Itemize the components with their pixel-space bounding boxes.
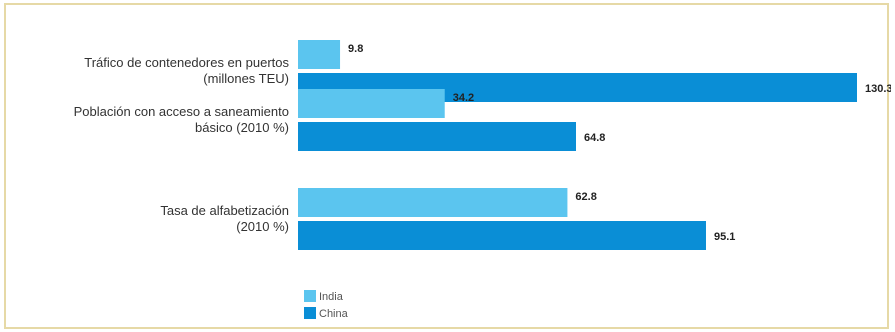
legend-swatch-india (304, 290, 316, 302)
value-label-china-2: 64.8 (584, 132, 605, 144)
chart-frame: Tráfico de contenedores en puertos (millo… (4, 3, 891, 329)
category-label-line: (millones TEU) (203, 71, 289, 86)
category-label-3: Tasa de alfabetización (2010 %) (160, 203, 289, 234)
category-label-2: Población con acceso a saneamiento básico… (74, 104, 289, 135)
value-label-china-1: 130.3 (865, 83, 891, 95)
category-label-1: Tráfico de contenedores en puertos (millo… (84, 55, 289, 86)
bar-india-1 (298, 40, 341, 69)
category-label-line: (2010 %) (236, 219, 289, 234)
category-label-line: Tasa de alfabetización (160, 203, 289, 218)
bar-china-3 (298, 221, 706, 250)
value-label-india-2: 34.2 (453, 92, 474, 104)
category-label-line: Población con acceso a saneamiento (74, 104, 289, 119)
category-label-line: básico (2010 %) (195, 120, 289, 135)
value-label-india-1: 9.8 (348, 43, 363, 55)
value-label-india-3: 62.8 (575, 191, 596, 203)
bar-india-2 (298, 89, 445, 118)
legend-label-china: China (319, 308, 349, 320)
bar-chart: Tráfico de contenedores en puertos (millo… (74, 40, 891, 320)
category-label-line: Tráfico de contenedores en puertos (84, 55, 289, 70)
bar-china-2 (298, 122, 576, 151)
legend-swatch-china (304, 307, 316, 319)
legend-label-india: India (319, 291, 344, 303)
value-label-china-3: 95.1 (714, 231, 735, 243)
bar-india-3 (298, 188, 568, 217)
